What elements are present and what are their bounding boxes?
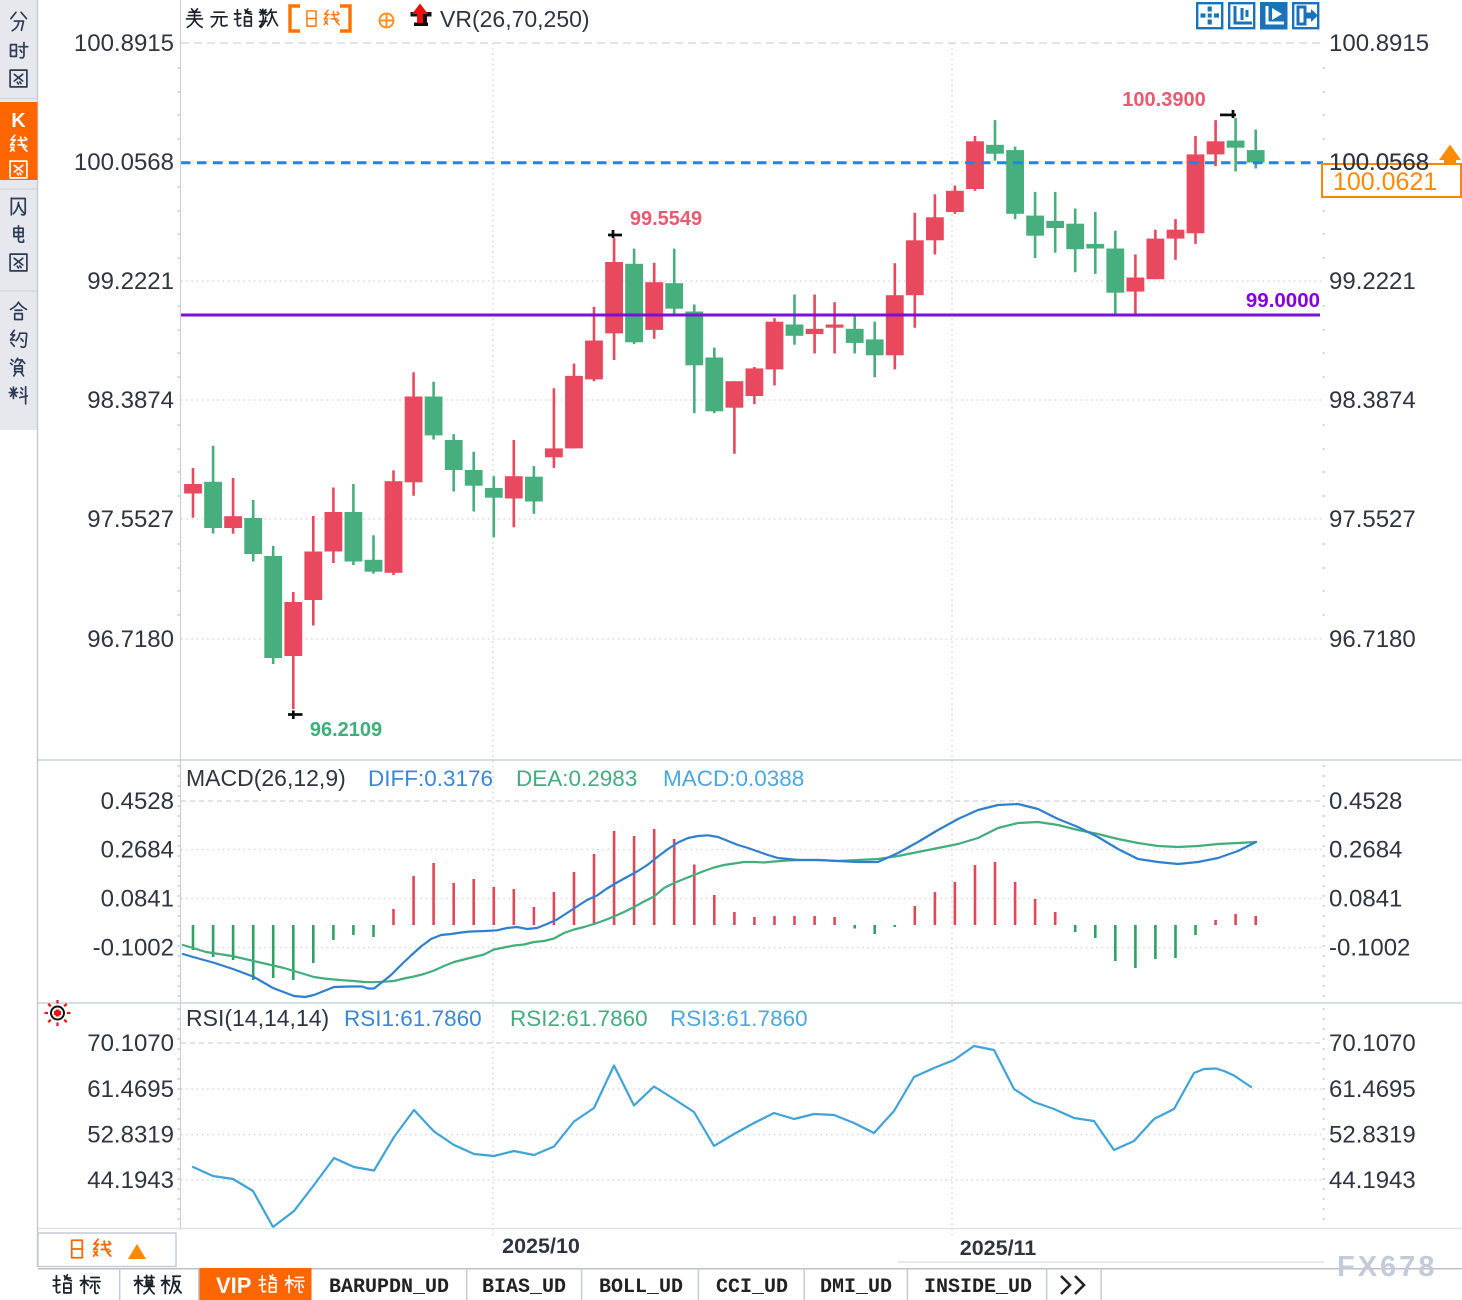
svg-text:BARUPDN_UD: BARUPDN_UD	[329, 1276, 449, 1299]
svg-text:44.1943: 44.1943	[1329, 1167, 1416, 1194]
svg-text:98.3874: 98.3874	[1329, 387, 1416, 414]
svg-text:61.4695: 61.4695	[1329, 1076, 1416, 1103]
svg-text:0.2684: 0.2684	[1329, 837, 1402, 864]
svg-text:0.0841: 0.0841	[1329, 886, 1402, 913]
svg-text:100.0568: 100.0568	[1329, 149, 1429, 176]
svg-text:0.4528: 0.4528	[1329, 788, 1402, 815]
svg-text:RSI1:61.7860: RSI1:61.7860	[344, 1006, 482, 1031]
svg-text:2025/11: 2025/11	[960, 1236, 1037, 1260]
svg-text:VIP: VIP	[216, 1273, 251, 1298]
svg-text:100.0621: 100.0621	[1333, 168, 1437, 196]
svg-text:VR(26,70,250): VR(26,70,250)	[440, 6, 590, 32]
svg-text:61.4695: 61.4695	[87, 1076, 174, 1103]
svg-text:INSIDE_UD: INSIDE_UD	[924, 1276, 1032, 1299]
svg-text:FX678: FX678	[1337, 1251, 1437, 1283]
svg-text:DEA:0.2983: DEA:0.2983	[516, 766, 637, 791]
svg-text:MACD(26,12,9): MACD(26,12,9)	[186, 765, 346, 791]
svg-text:DIFF:0.3176: DIFF:0.3176	[368, 766, 493, 791]
svg-text:0.4528: 0.4528	[101, 788, 174, 815]
svg-text:70.1070: 70.1070	[87, 1030, 174, 1057]
svg-text:RSI(14,14,14): RSI(14,14,14)	[186, 1005, 329, 1031]
svg-text:52.8319: 52.8319	[87, 1122, 174, 1149]
svg-text:K: K	[11, 110, 26, 132]
svg-text:BOLL_UD: BOLL_UD	[599, 1276, 683, 1299]
svg-text:99.5549: 99.5549	[630, 208, 702, 230]
svg-text:-0.1002: -0.1002	[93, 935, 174, 962]
svg-text:0.0841: 0.0841	[101, 886, 174, 913]
svg-text:MACD:0.0388: MACD:0.0388	[663, 766, 804, 791]
svg-text:96.2109: 96.2109	[310, 719, 382, 741]
svg-text:98.3874: 98.3874	[87, 387, 174, 414]
svg-text:99.0000: 99.0000	[1246, 289, 1320, 312]
svg-text:100.0568: 100.0568	[1329, 149, 1429, 176]
svg-text:RSI3:61.7860: RSI3:61.7860	[670, 1006, 808, 1031]
svg-text:-0.1002: -0.1002	[1329, 935, 1410, 962]
svg-text:100.8915: 100.8915	[74, 30, 174, 57]
svg-text:100.3900: 100.3900	[1122, 89, 1205, 111]
svg-text:44.1943: 44.1943	[87, 1167, 174, 1194]
svg-text:97.5527: 97.5527	[1329, 506, 1416, 533]
svg-text:99.2221: 99.2221	[1329, 268, 1416, 295]
svg-text:100.0568: 100.0568	[74, 149, 174, 176]
svg-text:2025/10: 2025/10	[502, 1234, 580, 1258]
svg-text:99.2221: 99.2221	[87, 268, 174, 295]
svg-text:BIAS_UD: BIAS_UD	[482, 1276, 566, 1299]
svg-text:97.5527: 97.5527	[87, 506, 174, 533]
svg-text:52.8319: 52.8319	[1329, 1122, 1416, 1149]
svg-text:96.7180: 96.7180	[1329, 626, 1416, 653]
svg-text:CCI_UD: CCI_UD	[716, 1276, 788, 1299]
svg-text:RSI2:61.7860: RSI2:61.7860	[510, 1006, 648, 1031]
svg-text:0.2684: 0.2684	[101, 837, 174, 864]
svg-text:100.8915: 100.8915	[1329, 30, 1429, 57]
svg-text:96.7180: 96.7180	[87, 626, 174, 653]
svg-text:70.1070: 70.1070	[1329, 1030, 1416, 1057]
svg-text:DMI_UD: DMI_UD	[820, 1276, 892, 1299]
